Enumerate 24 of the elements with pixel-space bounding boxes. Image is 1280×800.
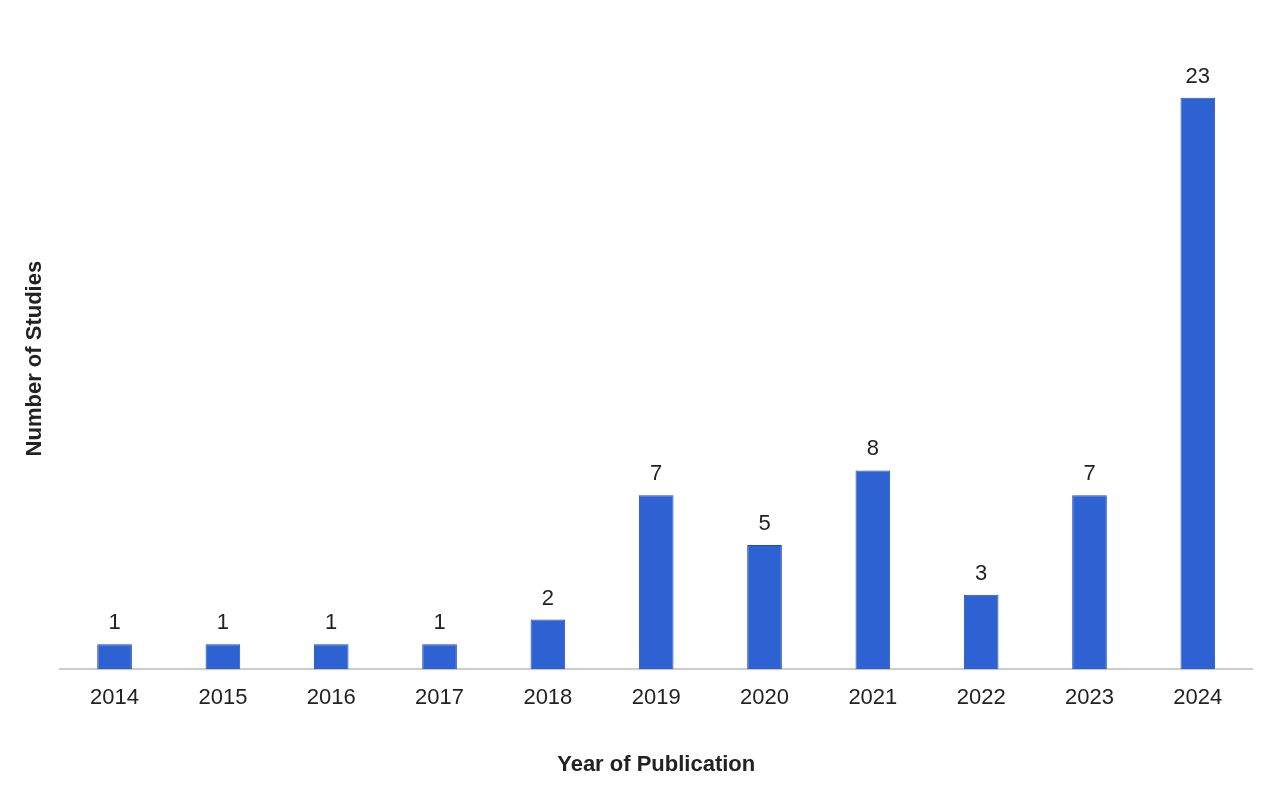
data-label: 23 xyxy=(1185,62,1211,88)
data-label: 5 xyxy=(758,510,771,536)
data-label: 7 xyxy=(650,460,663,486)
x-tick-label: 2023 xyxy=(1065,684,1114,710)
x-tick-label: 2015 xyxy=(198,684,248,710)
data-label: 8 xyxy=(866,435,879,461)
x-tick-label: 2017 xyxy=(415,684,465,710)
x-tick-label: 2022 xyxy=(956,684,1006,710)
x-tick-label: 2019 xyxy=(631,684,681,710)
data-label: 1 xyxy=(433,609,446,635)
data-label: 1 xyxy=(325,609,338,635)
data-label: 7 xyxy=(1083,460,1096,486)
x-tick-label: 2024 xyxy=(1173,684,1223,710)
data-label: 1 xyxy=(108,609,121,635)
data-label: 2 xyxy=(541,584,554,610)
x-tick-label: 2020 xyxy=(740,684,789,710)
x-tick-label: 2021 xyxy=(848,684,898,710)
data-label: 3 xyxy=(975,559,988,585)
data-label: 1 xyxy=(216,609,230,635)
x-tick-label: 2016 xyxy=(306,684,356,710)
y-axis-title: Number of Studies xyxy=(21,260,47,457)
x-tick-label: 2014 xyxy=(90,684,140,710)
x-tick-label: 2018 xyxy=(523,684,573,710)
x-axis-title: Year of Publication xyxy=(557,750,756,776)
